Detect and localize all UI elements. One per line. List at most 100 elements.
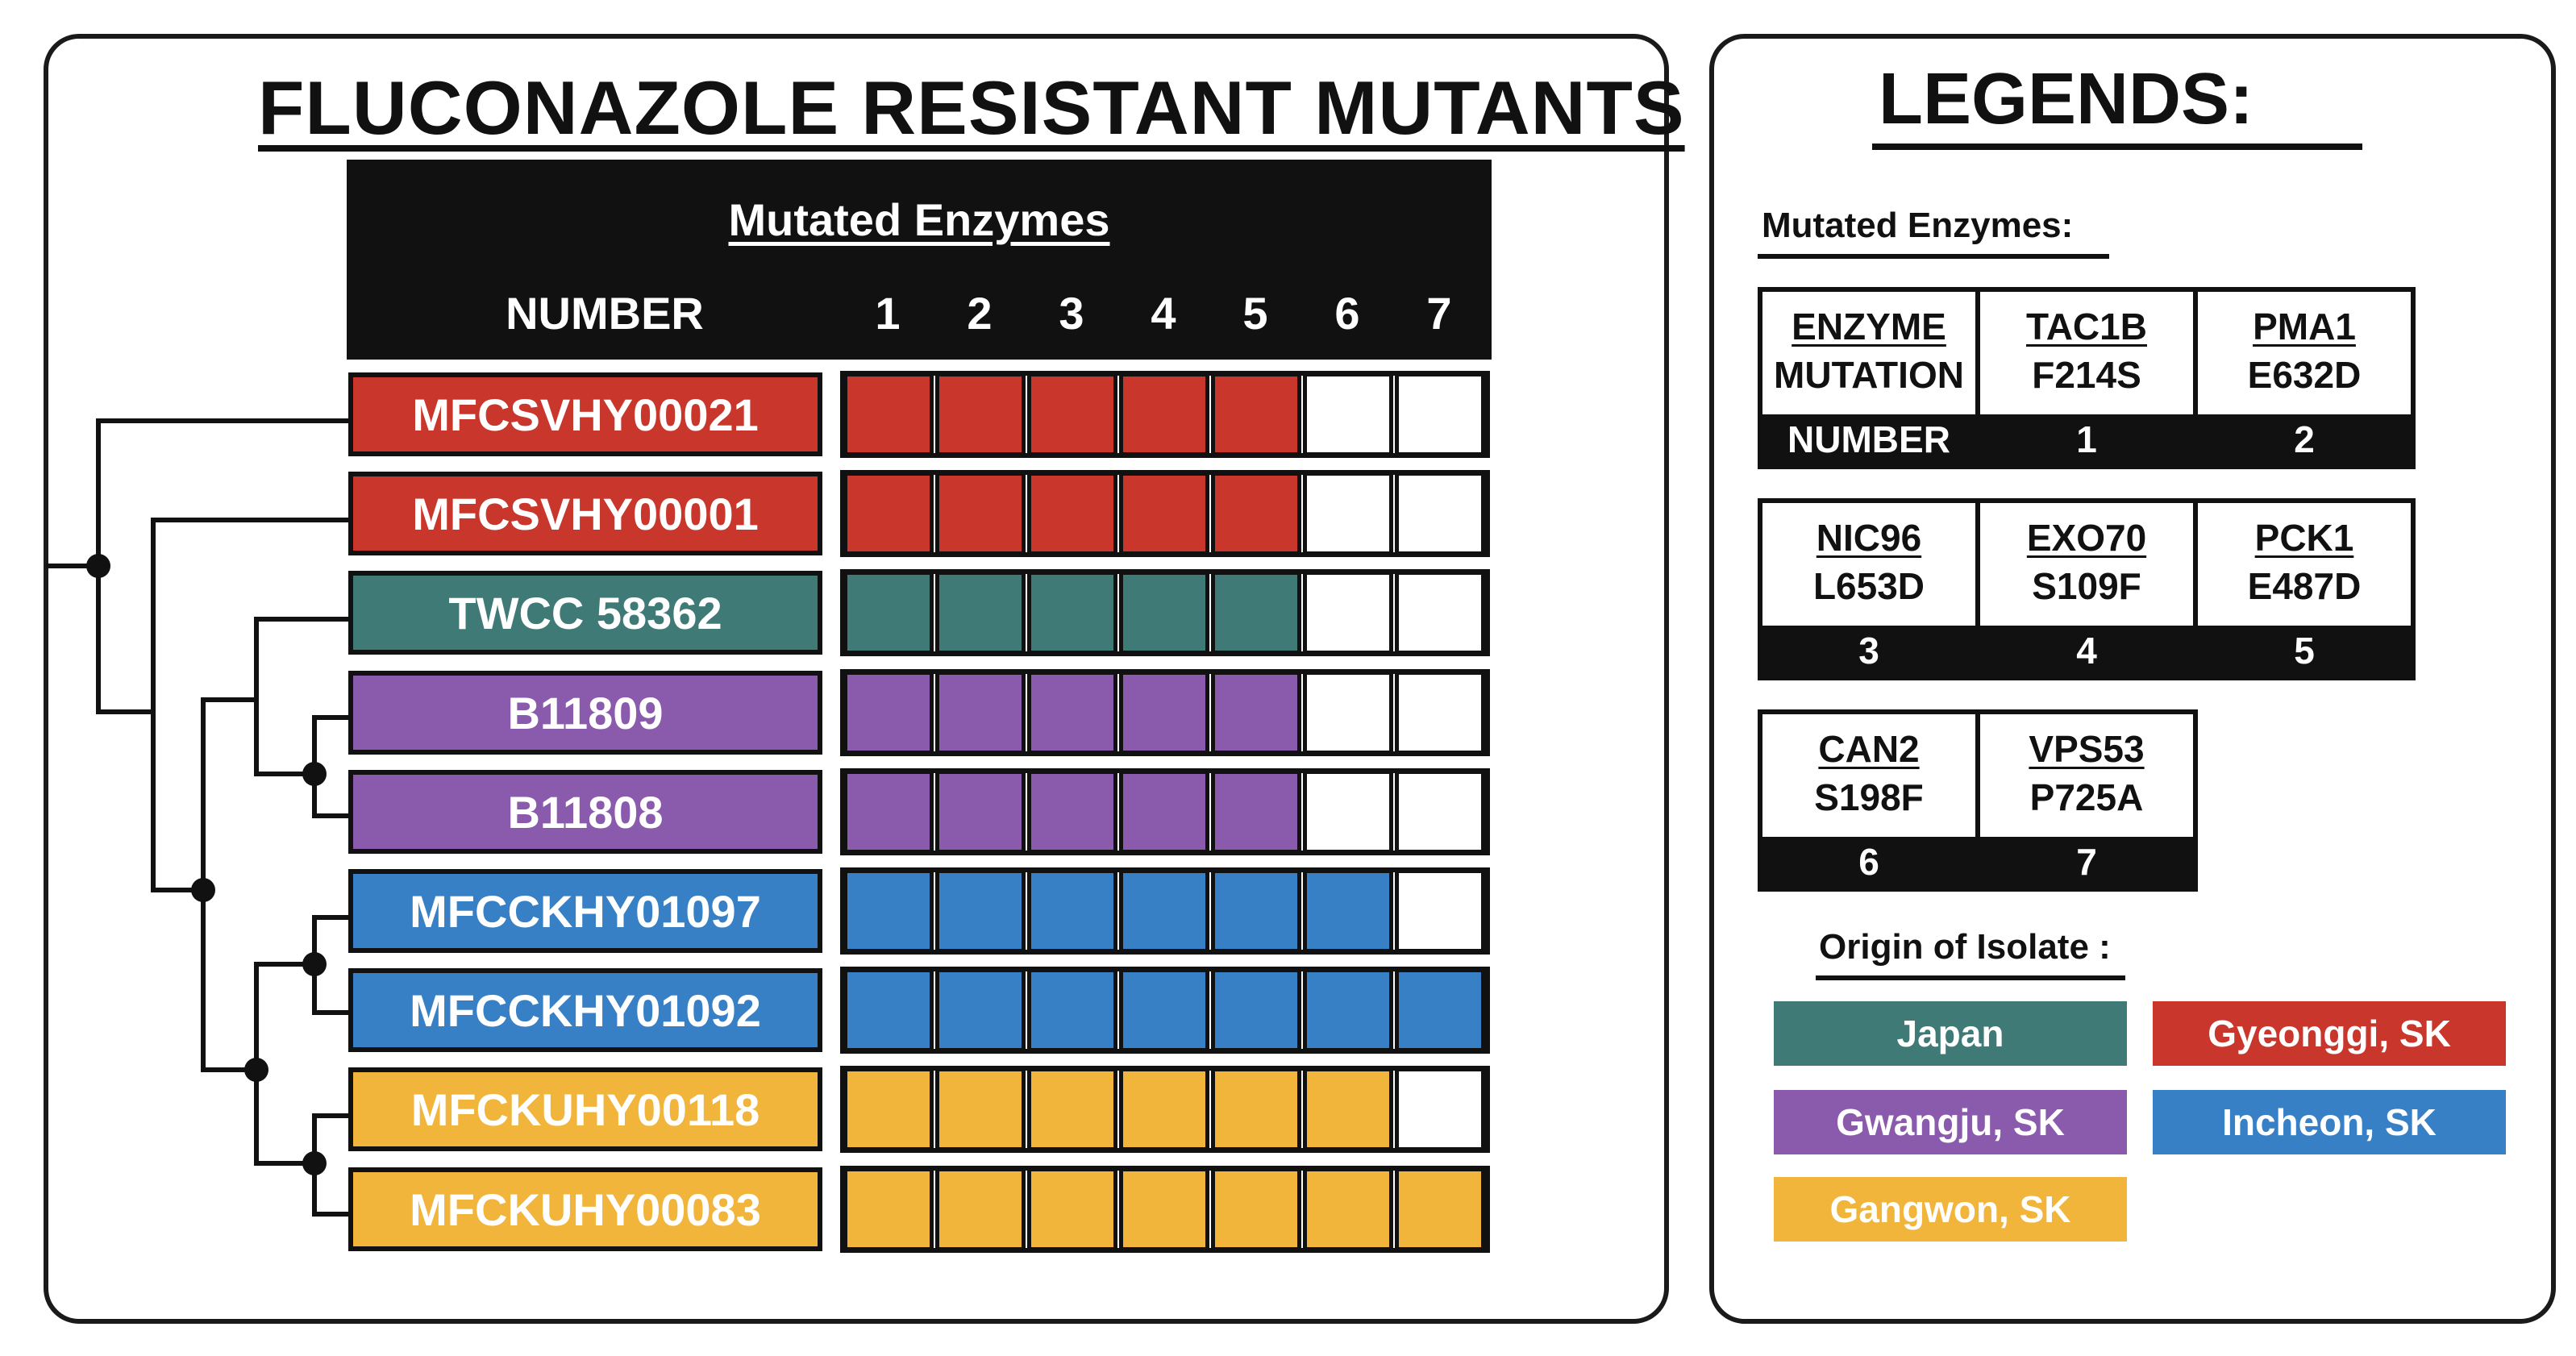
mutation-cell-filled xyxy=(935,671,1026,755)
tree-node xyxy=(302,762,327,786)
mutation-cell-filled xyxy=(1027,968,1117,1052)
enzyme-cell: CAN2 S198F 6 xyxy=(1758,709,1980,892)
enzyme-mutation: P725A xyxy=(2029,776,2144,818)
mutation-cell-filled xyxy=(1119,671,1209,755)
mutation-cell-filled xyxy=(1303,869,1393,953)
enzyme-key-cell: ENZYME MUTATION NUMBER xyxy=(1758,287,1980,469)
mutation-cell-filled xyxy=(1027,472,1117,555)
enzyme-mutation: L653D xyxy=(1812,565,1925,607)
enzyme-mutation: MUTATION xyxy=(1774,354,1964,396)
enzyme-number: 5 xyxy=(2198,626,2411,676)
origin-heading: Origin of Isolate : xyxy=(1819,927,2111,967)
mutation-cell-filled xyxy=(1211,372,1301,456)
mutation-cell-filled xyxy=(1303,1067,1393,1151)
strain-label: MFCSVHY00001 xyxy=(348,472,822,555)
enzyme-mutation: E487D xyxy=(2247,565,2362,607)
mutation-cell-filled xyxy=(1119,869,1209,953)
enzyme-name: PCK1 xyxy=(2254,517,2354,559)
mutation-cell-filled xyxy=(1119,968,1209,1052)
enzyme-number: 6 xyxy=(1762,837,1975,887)
enzyme-number: 7 xyxy=(1980,837,2193,887)
mutation-cell-filled xyxy=(1119,1167,1209,1251)
mutation-cell-filled xyxy=(935,571,1026,655)
enzyme-name: NIC96 xyxy=(1816,517,1922,559)
enzyme-cell: TAC1B F214S 1 xyxy=(1975,287,2198,469)
mutation-cell-filled xyxy=(1303,1167,1393,1251)
mutation-cell-filled xyxy=(1211,968,1301,1052)
mutation-cell-filled xyxy=(843,770,934,854)
strain-label: MFCCKHY01097 xyxy=(348,869,822,953)
enzyme-mutation: S109F xyxy=(2032,565,2141,607)
enzyme-cell: NIC96 L653D 3 xyxy=(1758,498,1980,680)
mutation-cell-empty xyxy=(1303,571,1393,655)
strain-label: MFCCKHY01092 xyxy=(348,968,822,1052)
mutation-cell-filled xyxy=(935,1067,1026,1151)
mutation-cell-filled xyxy=(1211,472,1301,555)
enzyme-name: EXO70 xyxy=(2026,517,2147,559)
header-column-number: 2 xyxy=(967,288,993,339)
legend-title: LEGENDS: xyxy=(1879,59,2254,139)
mutation-cell-empty xyxy=(1395,770,1485,854)
mutation-cell-empty xyxy=(1395,1067,1485,1151)
header-column-number: 5 xyxy=(1242,288,1268,339)
mutation-cell-filled xyxy=(843,472,934,555)
mutation-cell-filled xyxy=(1027,571,1117,655)
mutation-cell-filled xyxy=(1119,571,1209,655)
mutation-cell-empty xyxy=(1395,671,1485,755)
dendrogram xyxy=(46,418,351,1217)
mutation-cell-filled xyxy=(1211,671,1301,755)
mutation-cell-filled xyxy=(1211,1167,1301,1251)
mutation-cell-filled xyxy=(935,770,1026,854)
origin-legend-item: Gwangju, SK xyxy=(1774,1090,2127,1154)
mutation-cell-filled xyxy=(1211,571,1301,655)
mutation-cell-filled xyxy=(1119,472,1209,555)
mutation-cell-filled xyxy=(843,1067,934,1151)
strain-label: MFCKUHY00083 xyxy=(348,1167,822,1251)
enzyme-name: VPS53 xyxy=(2029,728,2145,770)
enzyme-number: NUMBER xyxy=(1762,414,1975,464)
header-number-label: NUMBER xyxy=(506,288,704,339)
mutation-cell-empty xyxy=(1303,671,1393,755)
mutation-cell-filled xyxy=(1027,770,1117,854)
mutation-cell-filled xyxy=(1211,1067,1301,1151)
enzyme-name: TAC1B xyxy=(2026,306,2147,347)
mutation-cell-filled xyxy=(1119,372,1209,456)
enzyme-number: 3 xyxy=(1762,626,1975,676)
strain-label: MFCSVHY00021 xyxy=(348,372,822,456)
enzyme-cell: EXO70 S109F 4 xyxy=(1975,498,2198,680)
mutation-cell-filled xyxy=(1395,968,1485,1052)
mutation-cell-filled xyxy=(1027,869,1117,953)
mutation-cell-filled xyxy=(1395,1167,1485,1251)
enzyme-name: PMA1 xyxy=(2253,306,2356,347)
mutation-cell-empty xyxy=(1395,472,1485,555)
mutation-cell-filled xyxy=(843,372,934,456)
tree-node xyxy=(244,1058,268,1082)
header-column-number: 6 xyxy=(1334,288,1360,339)
enzyme-mutation: E632D xyxy=(2247,354,2362,396)
strain-label: B11809 xyxy=(348,671,822,755)
legend-title-underline xyxy=(1872,144,2362,150)
strain-label: B11808 xyxy=(348,770,822,854)
tree-node xyxy=(302,1151,327,1175)
origin-legend-item: Incheon, SK xyxy=(2153,1090,2506,1154)
mutation-cell-filled xyxy=(1027,1067,1117,1151)
header-column-number: 7 xyxy=(1426,288,1452,339)
mutation-cell-filled xyxy=(1119,1067,1209,1151)
mutation-cell-filled xyxy=(1027,1167,1117,1251)
mutation-cell-empty xyxy=(1303,770,1393,854)
mutation-cell-empty xyxy=(1395,869,1485,953)
mutation-cell-filled xyxy=(1027,671,1117,755)
mutation-cell-filled xyxy=(843,1167,934,1251)
strain-label: MFCKUHY00118 xyxy=(348,1067,822,1151)
mutation-cell-filled xyxy=(843,571,934,655)
enzyme-number: 2 xyxy=(2198,414,2411,464)
mutation-cell-filled xyxy=(843,869,934,953)
mutation-cell-filled xyxy=(935,372,1026,456)
enzymes-heading-underline xyxy=(1758,254,2109,259)
enzyme-name: ENZYME xyxy=(1792,306,1946,347)
mutation-cell-filled xyxy=(1211,869,1301,953)
mutation-cell-filled xyxy=(1027,372,1117,456)
header-column-number: 4 xyxy=(1151,288,1176,339)
enzyme-number: 1 xyxy=(1980,414,2193,464)
enzyme-cell: VPS53 P725A 7 xyxy=(1975,709,2198,892)
